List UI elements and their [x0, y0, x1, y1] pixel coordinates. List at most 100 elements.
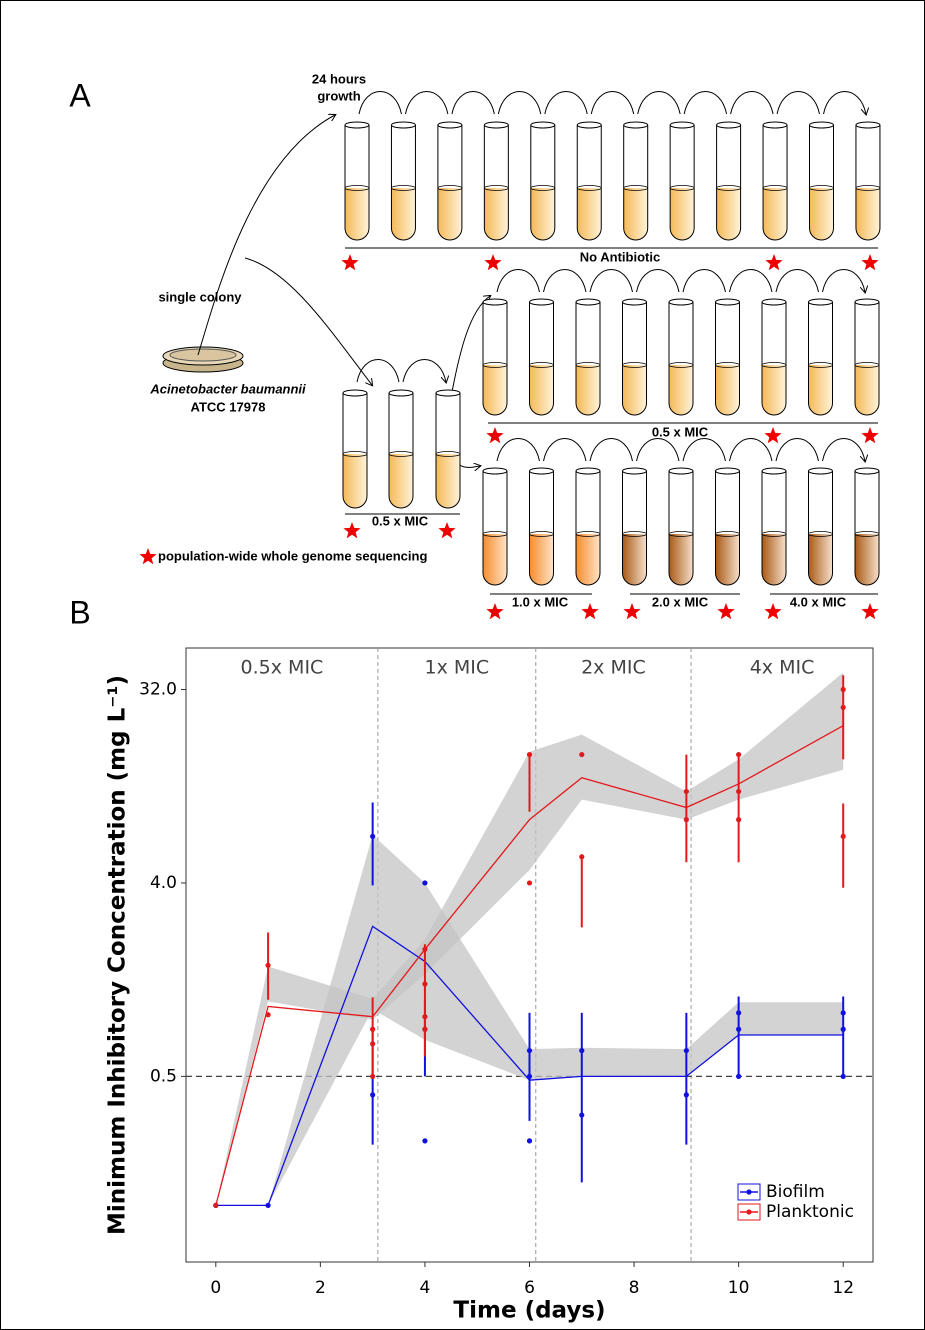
row-label: 4.0 x MIC — [790, 594, 847, 609]
replicate-point — [840, 1073, 846, 1080]
tube-liquid — [716, 188, 741, 240]
replicate-point — [579, 1112, 585, 1118]
sequencing-star — [486, 427, 504, 444]
row-label: 0.5 x MIC — [652, 424, 709, 439]
tube-liquid — [530, 188, 555, 240]
transfer-arrow — [544, 91, 588, 115]
tube-rim — [576, 121, 602, 129]
tube-liquid — [622, 534, 647, 585]
tube-liquid — [715, 365, 740, 416]
tube — [530, 125, 556, 241]
row-label: 2.0 x MIC — [652, 594, 709, 609]
replicate-point — [422, 1138, 428, 1144]
tube-rim — [622, 467, 647, 475]
x-tick-label: 6 — [524, 1278, 535, 1298]
transfer-arrow — [497, 91, 542, 115]
tube-liquid — [345, 188, 369, 240]
replicate-point — [370, 1092, 376, 1098]
tube — [715, 302, 740, 416]
sequencing-star — [764, 603, 782, 620]
transfer-arrow — [636, 438, 680, 462]
tube-liquid — [343, 454, 367, 508]
tube-liquid — [577, 188, 602, 240]
replicate-point — [265, 1012, 271, 1018]
tube-rim — [622, 298, 647, 306]
replicate-point — [736, 788, 742, 795]
tube-liquid — [484, 188, 509, 240]
tube-liquid — [389, 454, 413, 508]
transfer-arrow — [682, 269, 726, 293]
tube — [437, 125, 463, 241]
replicate-point — [265, 1202, 271, 1208]
tube-rim — [529, 298, 554, 306]
sequencing-star — [717, 603, 735, 620]
replicate-point — [526, 880, 533, 886]
tube-liquid — [576, 534, 600, 585]
tube-rim — [483, 121, 509, 129]
sequencing-star — [861, 603, 879, 620]
sequencing-star — [764, 427, 782, 444]
transfer-arrow — [730, 91, 774, 115]
tube-rim — [761, 467, 787, 475]
tube-liquid — [622, 365, 647, 416]
tube-rim — [344, 121, 370, 129]
sequencing-star — [581, 603, 599, 620]
phase-label: 4x MIC — [750, 657, 815, 679]
transfer-arrow — [775, 269, 819, 293]
transfer-arrow — [589, 438, 633, 462]
transfer-arrow — [637, 91, 681, 115]
tube-liquid — [855, 188, 880, 240]
replicate-point — [736, 1073, 742, 1080]
tube-rim — [854, 298, 880, 306]
y-tick-label: 32.0 — [139, 680, 177, 700]
tube-liquid — [436, 454, 460, 508]
tube-liquid — [437, 188, 462, 240]
tube — [669, 125, 695, 241]
tube — [575, 471, 601, 586]
sequencing-star — [438, 522, 456, 539]
tube — [388, 393, 414, 509]
tube — [482, 302, 508, 416]
x-tick-label: 10 — [728, 1278, 750, 1298]
tube — [622, 302, 647, 416]
transfer-arrow — [683, 91, 728, 115]
tube-rim — [716, 121, 742, 129]
transfer-arrow — [543, 269, 587, 293]
tube-liquid — [808, 534, 833, 585]
replicate-point — [736, 1026, 742, 1032]
replicate-point — [526, 1138, 533, 1144]
replicate-point — [579, 751, 585, 758]
tube — [342, 393, 368, 509]
tube-rim — [623, 121, 649, 129]
tube-liquid — [855, 365, 879, 415]
tube-rim — [715, 298, 740, 306]
transfer-arrow — [729, 438, 773, 462]
tube-liquid — [808, 365, 833, 416]
replicate-point — [422, 946, 428, 952]
replicate-point — [422, 1026, 428, 1032]
replicate-point — [683, 788, 689, 795]
tube-liquid — [529, 534, 554, 585]
tube — [808, 302, 833, 416]
species-label: Acinetobacter baumannii — [149, 381, 306, 396]
tube-rim — [669, 121, 695, 129]
tube-rim — [668, 298, 694, 306]
transfer-arrow — [822, 269, 866, 293]
tube-liquid — [855, 534, 879, 585]
tube — [762, 125, 788, 241]
replicate-point — [736, 817, 742, 823]
tube-rim — [342, 389, 368, 397]
legend-label: Planktonic — [766, 1202, 854, 1222]
petri-dish — [162, 346, 244, 373]
transfer-arrow — [729, 269, 773, 293]
replicate-point — [422, 1014, 428, 1020]
replicate-point — [840, 686, 846, 693]
tube-liquid — [669, 365, 693, 415]
sequencing-star — [484, 254, 502, 271]
replicate-point — [370, 833, 376, 839]
replicate-point — [526, 1073, 533, 1080]
strain-label: ATCC 17978 — [191, 399, 266, 414]
replicate-point — [683, 1092, 689, 1098]
tube — [529, 471, 554, 586]
replicate-point — [579, 1047, 585, 1054]
